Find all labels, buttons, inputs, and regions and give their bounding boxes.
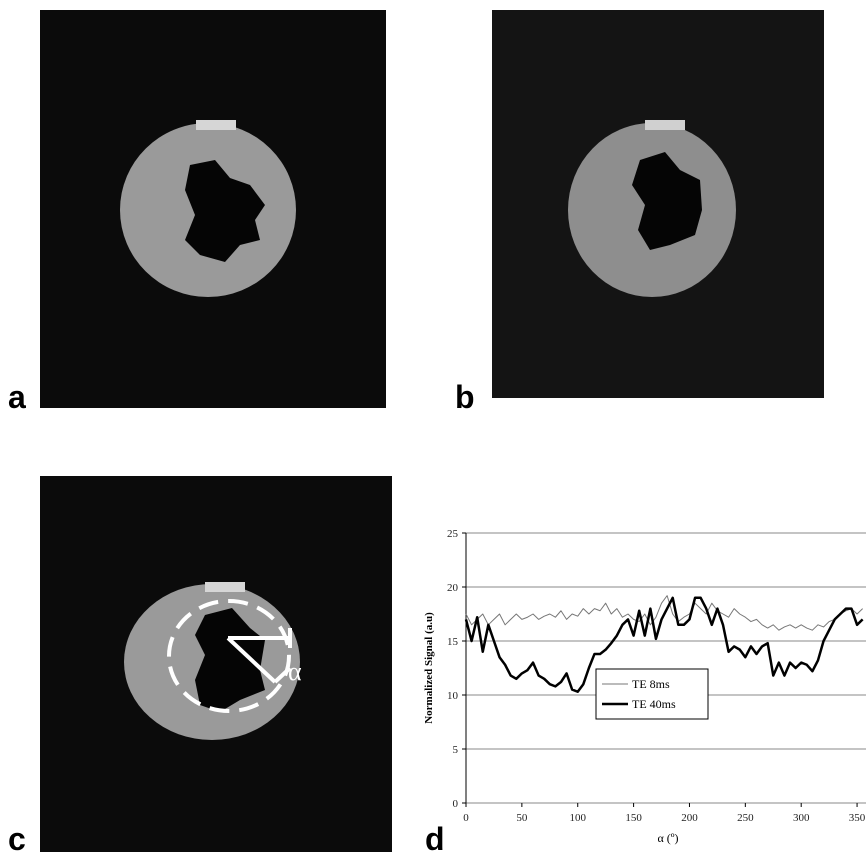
- y-tick-label: 5: [453, 744, 459, 756]
- image-b: [492, 10, 824, 398]
- y-tick-label: 0: [453, 798, 459, 810]
- legend-label: TE 8ms: [632, 677, 670, 691]
- chart: Normalized Signal (a.u) α (º) 0 5 10 15 20 25…: [423, 528, 866, 845]
- panel-label: b: [455, 379, 475, 415]
- image-c: [40, 476, 392, 852]
- x-tick-label: 350: [849, 812, 866, 824]
- image-a: [40, 10, 386, 408]
- panel-label: d: [425, 821, 445, 852]
- panel-label: a: [8, 379, 26, 415]
- x-tick-label: 150: [625, 812, 642, 824]
- x-tick-label: 100: [569, 812, 586, 824]
- x-tick-label: 250: [737, 812, 754, 824]
- x-tick-label: 300: [793, 812, 810, 824]
- data-line: [465, 595, 863, 631]
- panel-label: c: [8, 821, 26, 852]
- x-tick-label: 0: [463, 812, 469, 824]
- x-axis-label: α (º): [658, 831, 679, 845]
- data-line: [464, 596, 864, 694]
- angle-label: α: [288, 657, 302, 686]
- x-tick-label: 200: [681, 812, 698, 824]
- y-tick-label: 10: [447, 690, 459, 702]
- legend-box: [595, 668, 709, 720]
- legend-label: TE 40ms: [632, 697, 676, 711]
- y-tick-label: 20: [447, 582, 459, 594]
- y-axis-label: Normalized Signal (a.u): [423, 612, 435, 724]
- x-tick-label: 50: [516, 812, 528, 824]
- y-tick-label: 15: [447, 636, 459, 648]
- y-tick-label: 25: [447, 528, 459, 540]
